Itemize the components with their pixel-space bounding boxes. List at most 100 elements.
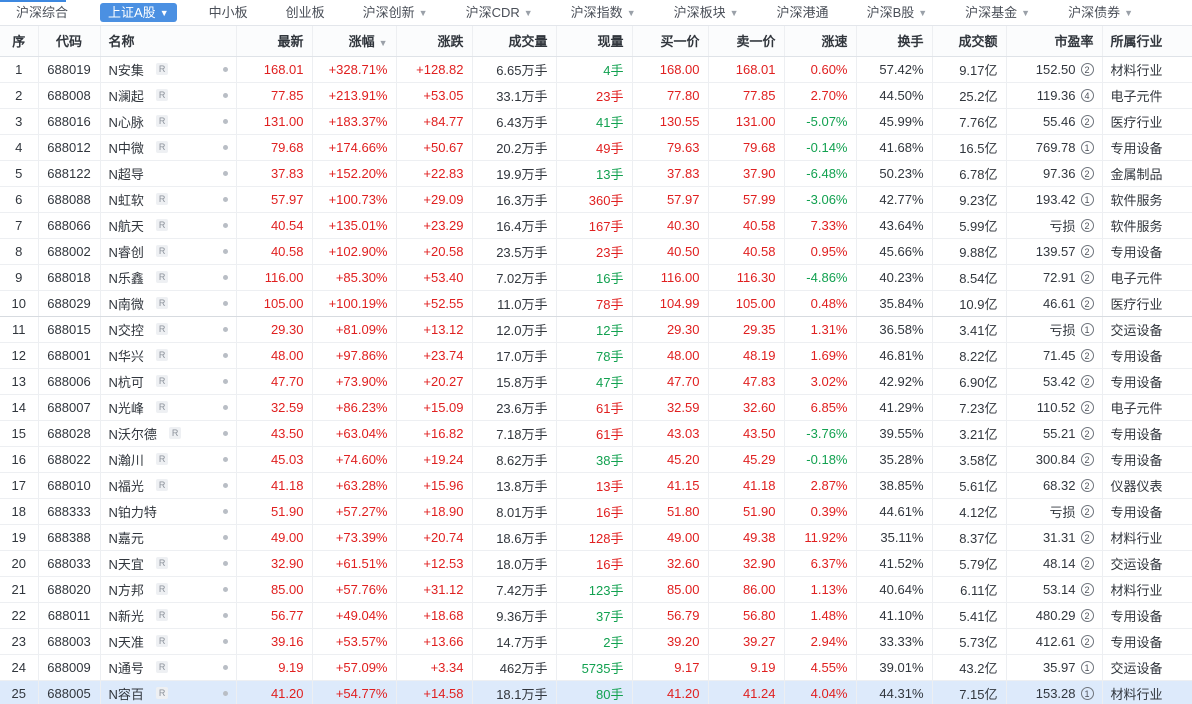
cell-last-price: 29.30 <box>236 316 313 343</box>
table-row[interactable]: 21 688020 N方邦 R 85.00 +57.76% +31.12 7.42万手 123手… <box>0 576 1192 603</box>
pe-ratio-value: 139.57 <box>1035 243 1076 259</box>
cell-name: N超导R <box>100 160 237 187</box>
market-tab-5[interactable]: 沪深CDR ▼ <box>460 3 539 23</box>
table-row[interactable]: 10 688029 N南微 R 105.00 +100.19% +52.55 11.0万手 78… <box>0 290 1192 317</box>
cell-bid-price: 130.55 <box>632 108 709 135</box>
table-row[interactable]: 12 688001 N华兴 R 48.00 +97.86% +23.74 17.0万手 78手 4… <box>0 342 1192 369</box>
cell-amount: 5.73亿 <box>932 628 1007 655</box>
market-tab-7[interactable]: 沪深板块 ▼ <box>668 3 745 23</box>
table-row[interactable]: 13 688006 N杭可 R 47.70 +73.90% +20.27 15.8万手 47手 4… <box>0 368 1192 395</box>
cell-industry: 仪器仪表 <box>1102 472 1192 499</box>
cell-turnover: 39.55% <box>856 420 933 447</box>
market-tab-10[interactable]: 沪深基金 ▼ <box>959 3 1036 23</box>
column-header-last[interactable]: 最新 <box>236 26 313 57</box>
table-row[interactable]: 14 688007 N光峰 R 32.59 +86.23% +15.09 23.6万手 61手 3… <box>0 394 1192 421</box>
cell-industry: 专用设备 <box>1102 238 1192 265</box>
column-header-chg_pct[interactable]: 涨幅 ▼ <box>312 26 397 57</box>
stock-name-label: N航天 <box>108 218 144 234</box>
market-tab-11[interactable]: 沪深债券 ▼ <box>1062 3 1139 23</box>
table-row[interactable]: 17 688010 N福光 R 41.18 +63.28% +15.96 13.8万手 13手 4… <box>0 472 1192 499</box>
table-row[interactable]: 15 688028 N沃尔德 R 43.50 +63.04% +16.82 7.18万手 61手… <box>0 420 1192 447</box>
market-tab-label: 沪深CDR <box>465 4 520 20</box>
cell-change-pct: +174.66% <box>312 134 397 161</box>
cell-last-price: 9.19 <box>236 654 313 681</box>
status-dot-icon <box>222 404 228 410</box>
column-header-speed[interactable]: 涨速 <box>784 26 857 57</box>
table-row[interactable]: 2 688008 N澜起 R 77.85 +213.91% +53.05 33.1万手 23手 7… <box>0 82 1192 109</box>
column-header-name[interactable]: 名称 <box>100 26 237 57</box>
stock-name-label: N中微 <box>108 140 144 156</box>
column-header-label: 最新 <box>277 34 304 50</box>
column-header-code[interactable]: 代码 <box>38 26 101 57</box>
column-header-label: 涨幅 <box>348 34 375 50</box>
margin-trading-r-badge: R <box>155 89 169 101</box>
column-header-ask1[interactable]: 卖一价 <box>708 26 785 57</box>
table-header: 序代码 名称 最新 涨幅 ▼ 涨跌 成交量 现量 买一价 卖一价 涨速 换手 成交额 市盈率 所属行业 <box>0 26 1192 57</box>
cell-volume: 462万手 <box>472 654 557 681</box>
column-header-industry[interactable]: 所属行业 <box>1102 26 1192 57</box>
cell-index: 12 <box>0 342 39 369</box>
cell-turnover: 42.92% <box>856 368 933 395</box>
column-header-cur_vol[interactable]: 现量 <box>556 26 633 57</box>
market-tab-1[interactable]: 上证A股 ▼ <box>100 3 177 22</box>
market-tab-8[interactable]: 沪深港通 <box>771 3 835 23</box>
table-row[interactable]: 3 688016 N心脉 R 131.00 +183.37% +84.77 6.43万手 41手… <box>0 108 1192 135</box>
market-tab-2[interactable]: 中小板 <box>203 3 254 23</box>
market-tab-label: 沪深基金 <box>965 4 1018 20</box>
cell-current-volume: 41手 <box>556 108 633 135</box>
table-row[interactable]: 18688333N铂力特R51.90+57.27%+18.908.01万手16手… <box>0 498 1192 525</box>
cell-bid-price: 104.99 <box>632 290 709 317</box>
cell-turnover: 57.42% <box>856 56 933 83</box>
table-row[interactable]: 23 688003 N天准 R 39.16 +53.57% +13.66 14.7万手 2手 39… <box>0 628 1192 655</box>
market-tab-4[interactable]: 沪深创新 ▼ <box>357 3 434 23</box>
table-row[interactable]: 9 688018 N乐鑫 R 116.00 +85.30% +53.40 7.02万手 16手 1… <box>0 264 1192 291</box>
market-tab-6[interactable]: 沪深指数 ▼ <box>565 3 642 23</box>
table-row[interactable]: 8 688002 N睿创 R 40.58 +102.90% +20.58 23.5万手 23手 4… <box>0 238 1192 265</box>
column-header-volume[interactable]: 成交量 <box>472 26 557 57</box>
pe-quarter-mark-icon: 2 <box>1080 478 1094 492</box>
column-header-amount[interactable]: 成交额 <box>932 26 1007 57</box>
table-row[interactable]: 7 688066 N航天 R 40.54 +135.01% +23.29 16.4万手 167手… <box>0 212 1192 239</box>
table-row[interactable]: 5688122N超导R37.83+152.20%+22.8319.9万手13手3… <box>0 160 1192 187</box>
table-row[interactable]: 16 688022 N瀚川 R 45.03 +74.60% +19.24 8.62万手 38手 4… <box>0 446 1192 473</box>
table-row[interactable]: 11 688015 N交控 R 29.30 +81.09% +13.12 12.0万手 12手 2… <box>0 316 1192 343</box>
market-tab-0[interactable]: 沪深综合 <box>10 3 74 23</box>
market-tab-3[interactable]: 创业板 <box>280 3 331 23</box>
cell-volume: 18.0万手 <box>472 550 557 577</box>
column-header-pe[interactable]: 市盈率 <box>1006 26 1103 57</box>
cell-ask-price: 9.19 <box>708 654 785 681</box>
table-row[interactable]: 19688388N嘉元R49.00+73.39%+20.7418.6万手128手… <box>0 524 1192 551</box>
table-row[interactable]: 4 688012 N中微 R 79.68 +174.66% +50.67 20.2万手 49手 7… <box>0 134 1192 161</box>
status-dot-icon <box>222 534 228 540</box>
table-row[interactable]: 1 688019 N安集 R 168.01 +328.71% +128.82 6.65万手 4手… <box>0 56 1192 83</box>
cell-name: N嘉元R <box>100 524 237 551</box>
market-tab-9[interactable]: 沪深B股 ▼ <box>861 3 934 23</box>
column-header-chg[interactable]: 涨跌 <box>396 26 473 57</box>
pe-quarter-mark-icon: 1 <box>1080 660 1094 674</box>
cell-change: +15.96 <box>396 472 473 499</box>
cell-industry: 专用设备 <box>1102 602 1192 629</box>
table-row[interactable]: 25 688005 N容百 R 41.20 +54.77% +14.58 18.1万手 80手 4… <box>0 679 1192 704</box>
table-row[interactable]: 24 688009 N通号 R 9.19 +57.09% +3.34 462万手 5735手 9.… <box>0 654 1192 681</box>
column-header-turnover[interactable]: 换手 <box>856 26 933 57</box>
cell-pe-ratio: 152.50 2 <box>1006 56 1103 83</box>
cell-turnover: 36.58% <box>856 316 933 343</box>
cell-bid-price: 41.15 <box>632 472 709 499</box>
column-header-bid1[interactable]: 买一价 <box>632 26 709 57</box>
cell-change-pct: +57.09% <box>312 654 397 681</box>
pe-quarter-mark-icon: 2 <box>1080 374 1094 388</box>
stock-name-label: N华兴 <box>108 348 144 364</box>
table-row[interactable]: 20 688033 N天宜 R 32.90 +61.51% +12.53 18.0万手 16手 3… <box>0 550 1192 577</box>
sort-chevron-down-icon[interactable]: ▼ <box>378 38 388 49</box>
cell-bid-price: 40.30 <box>632 212 709 239</box>
column-header-idx[interactable]: 序 <box>0 26 39 57</box>
table-row[interactable]: 6 688088 N虹软 R 57.97 +100.73% +29.09 16.3万手 360手… <box>0 186 1192 213</box>
cell-change: +18.90 <box>396 498 473 525</box>
cell-change: +53.05 <box>396 82 473 109</box>
cell-name: N天宜 R <box>100 550 237 577</box>
cell-index: 21 <box>0 576 39 603</box>
table-row[interactable]: 22 688011 N新光 R 56.77 +49.04% +18.68 9.36万手 37手 5… <box>0 602 1192 629</box>
cell-amount: 25.2亿 <box>932 82 1007 109</box>
cell-change-speed: 7.33% <box>784 212 857 239</box>
cell-pe-ratio: 46.61 2 <box>1006 290 1103 317</box>
